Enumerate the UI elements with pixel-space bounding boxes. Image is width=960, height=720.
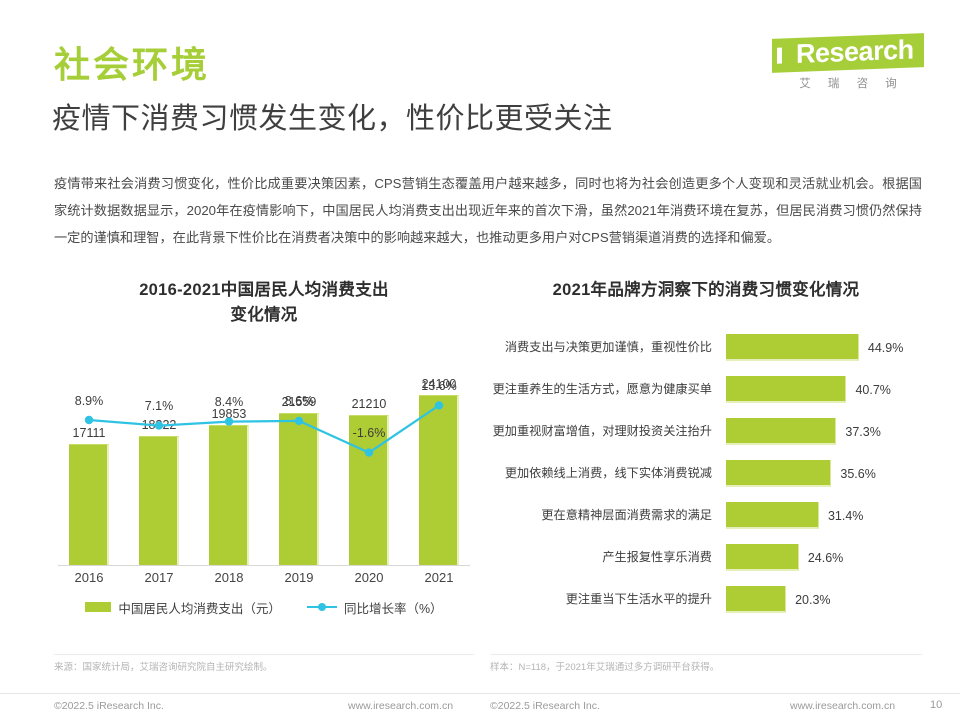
bar-track: 44.9% bbox=[726, 334, 922, 362]
bar-value-label: 35.6% bbox=[840, 466, 876, 481]
horizontal-bar bbox=[726, 586, 787, 614]
page-number: 10 bbox=[930, 699, 943, 711]
footer-copyright-right: ©2022.5 iResearch Inc. bbox=[490, 700, 600, 712]
horizontal-bar-row: 产生报复性享乐消费 24.6% bbox=[490, 539, 922, 577]
category-label: 更注重养生的生活方式，愿意为健康买单 bbox=[492, 381, 712, 396]
x-axis-tick-label: 2016 bbox=[74, 569, 104, 585]
x-axis-tick-label: 2017 bbox=[144, 569, 174, 585]
footer-copyright-left: ©2022.5 iResearch Inc. bbox=[54, 700, 164, 712]
growth-rate-label: -1.6% bbox=[352, 426, 386, 441]
bar bbox=[69, 444, 109, 566]
category-label: 消费支出与决策更加谨慎，重视性价比 bbox=[504, 339, 712, 354]
logo-mark: Research bbox=[772, 33, 924, 74]
right-note-divider bbox=[490, 654, 922, 655]
bar-track: 20.3% bbox=[726, 586, 922, 614]
right-chart-panel: 2021年品牌方洞察下的消费习惯变化情况 消费支出与决策更加谨慎，重视性价比 44… bbox=[490, 278, 922, 648]
left-chart-title-line2: 变化情况 bbox=[230, 305, 298, 324]
horizontal-bar-series: 消费支出与决策更加谨慎，重视性价比 44.9% 更注重养生的生活方式，愿意为健康买单… bbox=[490, 329, 922, 619]
legend-item-expenditure: 中国居民人均消费支出（元） bbox=[85, 598, 281, 617]
body-paragraph: 疫情带来社会消费习惯变化，性价比成重要决策因素，CPS营销生态覆盖用户越来越多，… bbox=[54, 176, 922, 246]
legend-bar-swatch-icon bbox=[85, 602, 112, 612]
growth-rate-label: 7.1% bbox=[144, 399, 174, 414]
horizontal-bar bbox=[726, 376, 847, 404]
legend-line-swatch-icon bbox=[306, 602, 337, 612]
horizontal-bar-row: 消费支出与决策更加谨慎，重视性价比 44.9% bbox=[490, 329, 922, 367]
logo-subtitle: 艾 瑞 咨 询 bbox=[799, 78, 904, 91]
bar-track: 31.4% bbox=[726, 502, 922, 530]
growth-rate-labels: 8.9% 7.1% 8.4% 8.6% -1.6% 13.6% bbox=[54, 342, 474, 592]
growth-rate-label: 13.6% bbox=[421, 378, 457, 393]
category-label: 更在意精神层面消费需求的满足 bbox=[541, 507, 712, 522]
footer-divider bbox=[0, 693, 960, 694]
horizontal-bar-row: 更在意精神层面消费需求的满足 31.4% bbox=[490, 497, 922, 535]
combo-chart: 17111 18322 19853 21559 21210 24100 8.9% 7.1% 8… bbox=[54, 342, 474, 592]
x-axis-tick-label: 2020 bbox=[354, 569, 384, 585]
bar-value-label: 40.7% bbox=[855, 382, 891, 397]
x-axis-line bbox=[58, 564, 470, 566]
iresearch-logo: Research 艾 瑞 咨 询 bbox=[762, 33, 934, 91]
left-source-note: 来源：国家统计局，艾瑞咨询研究院自主研究绘制。 bbox=[54, 662, 273, 673]
bar-value-label: 37.3% bbox=[845, 424, 881, 439]
footer-url-left: www.iresearch.com.cn bbox=[348, 700, 454, 712]
left-note-divider bbox=[54, 654, 474, 655]
logo-wordmark: Research bbox=[796, 34, 914, 69]
horizontal-bar bbox=[726, 460, 832, 488]
horizontal-bar bbox=[726, 544, 799, 572]
horizontal-bar bbox=[726, 418, 837, 446]
growth-rate-label: 8.9% bbox=[74, 393, 104, 408]
left-chart-panel: 2016-2021中国居民人均消费支出 变化情况 17111 18322 19853… bbox=[54, 278, 474, 648]
left-chart-legend: 中国居民人均消费支出（元） 同比增长率（%） bbox=[54, 598, 474, 617]
bar-track: 40.7% bbox=[726, 376, 922, 404]
horizontal-bar-row: 更加依赖线上消费，线下实体消费锐减 35.6% bbox=[490, 455, 922, 493]
bar-track: 35.6% bbox=[726, 460, 922, 488]
x-axis-labels: 2016 2017 2018 2019 2020 2021 bbox=[54, 570, 474, 590]
bar-column: 17111 bbox=[58, 342, 120, 566]
category-label: 更注重当下生活水平的提升 bbox=[565, 591, 712, 606]
bar-value-label: 20.3% bbox=[795, 592, 831, 607]
category-label: 更加重视财富增值，对理财投资关注抬升 bbox=[492, 423, 712, 438]
horizontal-bar-row: 更注重养生的生活方式，愿意为健康买单 40.7% bbox=[490, 371, 922, 409]
left-chart-title-line1: 2016-2021中国居民人均消费支出 bbox=[139, 281, 389, 299]
bar-value-label: 44.9% bbox=[867, 340, 904, 355]
bar-track: 37.3% bbox=[726, 418, 922, 446]
growth-rate-label: 8.4% bbox=[214, 395, 244, 410]
x-axis-tick-label: 2019 bbox=[284, 569, 314, 585]
footer-url-right: www.iresearch.com.cn bbox=[790, 700, 896, 712]
logo-i-dot-icon bbox=[777, 39, 783, 45]
x-axis-tick-label: 2021 bbox=[424, 569, 454, 585]
x-axis-tick-label: 2018 bbox=[214, 569, 244, 585]
page-title: 疫情下消费习惯发生变化，性价比更受关注 bbox=[52, 103, 613, 135]
horizontal-bar bbox=[726, 502, 819, 530]
legend-label-expenditure: 中国居民人均消费支出（元） bbox=[118, 601, 281, 616]
right-chart-title: 2021年品牌方洞察下的消费习惯变化情况 bbox=[552, 281, 860, 299]
logo-i-stem-icon bbox=[777, 47, 783, 64]
legend-item-growth: 同比增长率（%） bbox=[306, 598, 443, 617]
horizontal-bar-row: 更注重当下生活水平的提升 20.3% bbox=[490, 581, 922, 619]
category-label: 更加依赖线上消费，线下实体消费锐减 bbox=[504, 465, 712, 480]
category-label: 产生报复性享乐消费 bbox=[602, 549, 712, 564]
horizontal-bar bbox=[726, 334, 859, 362]
section-kicker: 社会环境 bbox=[54, 44, 211, 85]
bar-value-label: 31.4% bbox=[827, 508, 864, 523]
bar-track: 24.6% bbox=[726, 544, 922, 572]
right-sample-note: 样本：N=118，于2021年艾瑞通过多方调研平台获得。 bbox=[490, 662, 720, 673]
legend-label-growth: 同比增长率（%） bbox=[343, 601, 443, 616]
bar-value-label: 24100 bbox=[421, 376, 457, 391]
horizontal-bar-row: 更加重视财富增值，对理财投资关注抬升 37.3% bbox=[490, 413, 922, 451]
growth-rate-label: 8.6% bbox=[284, 394, 314, 409]
bar-value-label: 24.6% bbox=[807, 550, 844, 565]
left-chart-title: 2016-2021中国居民人均消费支出 变化情况 bbox=[54, 278, 474, 328]
